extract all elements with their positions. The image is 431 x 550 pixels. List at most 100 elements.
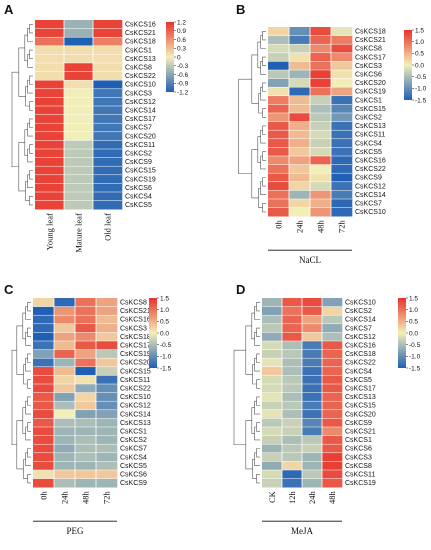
heatmap-cell xyxy=(302,341,323,350)
row-label: CsKCS12 xyxy=(345,334,376,341)
heatmap-cell xyxy=(64,20,94,29)
heatmap-cell xyxy=(93,157,123,167)
heatmap-cell xyxy=(96,341,118,350)
dendrogram-branch xyxy=(257,136,261,163)
row-label: CsKCS21 xyxy=(355,37,386,44)
heatmap-cell xyxy=(64,131,94,141)
heatmap-cell xyxy=(322,349,343,359)
heatmap-cell xyxy=(93,20,123,29)
dendrogram-branch xyxy=(262,56,266,66)
dendrogram-branch xyxy=(24,34,28,62)
heatmap-cell xyxy=(268,156,290,165)
heatmap-cell xyxy=(75,444,97,454)
heatmap-cell xyxy=(310,27,332,36)
heatmap-cell xyxy=(35,71,65,81)
heatmap-cell xyxy=(54,478,76,488)
heatmap-cell xyxy=(96,401,118,411)
colorbar-tick-label: 1.5 xyxy=(160,295,169,302)
colorbar-tick-label: 0.0 xyxy=(160,330,169,337)
heatmap-cell xyxy=(93,131,123,141)
heatmap-cell xyxy=(64,123,94,133)
row-label: CsKCS7 xyxy=(120,446,147,453)
heatmap-cell xyxy=(282,375,303,385)
heatmap-cell xyxy=(33,409,55,419)
heatmap-cell xyxy=(302,461,323,471)
heatmap-cell xyxy=(302,444,323,454)
heatmap-cell xyxy=(322,315,343,325)
heatmap-cell xyxy=(54,315,76,325)
dendrogram-branch xyxy=(260,86,266,101)
row-label: CsKCS14 xyxy=(355,192,386,199)
heatmap-cell xyxy=(322,444,343,454)
heatmap-cell xyxy=(282,435,303,445)
heatmap-cell xyxy=(64,37,94,47)
heatmap-cell xyxy=(54,409,76,419)
heatmap-cell xyxy=(75,461,97,471)
row-label: CsKCS9 xyxy=(345,420,372,427)
heatmap-cell xyxy=(33,341,55,350)
heatmap-cell xyxy=(64,63,94,72)
row-label: CsKCS1 xyxy=(345,437,372,444)
heatmap-cell xyxy=(310,113,332,122)
heatmap-cell xyxy=(262,366,283,376)
heatmap-cell xyxy=(33,349,55,359)
heatmap-cell xyxy=(54,435,76,445)
row-label: CsKCS2 xyxy=(125,150,152,157)
heatmap-cell xyxy=(64,97,94,107)
heatmap-cell xyxy=(282,470,303,479)
heatmap-cell xyxy=(322,341,343,350)
heatmap-cell xyxy=(302,298,323,307)
row-label: CsKCS13 xyxy=(125,56,156,63)
heatmap-panel-D: DCsKCS10CsKCS2CsKCS14CsKCS7CsKCS12CsKCS1… xyxy=(233,282,421,536)
row-label: CsKCS1 xyxy=(120,428,147,435)
heatmap-cell xyxy=(310,130,332,140)
heatmap-cell xyxy=(35,114,65,124)
heatmap-cell xyxy=(268,199,290,208)
heatmap-cell xyxy=(302,409,323,419)
heatmap-cell xyxy=(35,183,65,193)
heatmap-cell xyxy=(289,138,311,148)
column-label: 24h xyxy=(307,490,317,504)
heatmap-cell xyxy=(96,427,118,436)
colorbar xyxy=(166,22,174,92)
heatmap-cell xyxy=(289,70,311,79)
column-label: 72h xyxy=(337,219,347,233)
heatmap-cell xyxy=(302,323,323,333)
heatmap-cell xyxy=(35,54,65,64)
heatmap-cell xyxy=(331,78,353,88)
row-label: CsKCS15 xyxy=(355,106,386,113)
heatmap-cell xyxy=(302,427,323,436)
heatmap-cell xyxy=(282,478,303,488)
dendrogram-branch xyxy=(262,82,266,92)
heatmap-cell xyxy=(331,138,353,148)
row-label: CsKCS16 xyxy=(345,342,376,349)
heatmap-cell xyxy=(75,332,97,342)
row-label: CsKCS9 xyxy=(120,480,147,487)
heatmap-cell xyxy=(268,78,290,88)
dendrogram-branch xyxy=(254,332,260,346)
dendrogram-branch xyxy=(27,353,31,363)
row-label: CsKCS3 xyxy=(355,63,382,70)
column-label: 48h xyxy=(81,490,91,504)
heatmap-cell xyxy=(33,306,55,316)
row-label: CsKCS18 xyxy=(120,334,151,341)
dendrogram-branch xyxy=(254,452,260,466)
heatmap-cell xyxy=(302,366,323,376)
column-label: 24h xyxy=(295,219,305,233)
dendrogram-branch xyxy=(256,327,260,337)
heatmap-cell xyxy=(54,332,76,342)
heatmap-cell xyxy=(302,401,323,411)
dendrogram-branch xyxy=(25,332,31,346)
heatmap-cell xyxy=(93,63,123,72)
heatmap-cell xyxy=(310,173,332,183)
heatmap-cell xyxy=(35,123,65,133)
dendrogram-branch xyxy=(29,144,33,154)
row-label: CsKCS2 xyxy=(355,114,382,121)
heatmap-cell xyxy=(35,140,65,150)
heatmap-cell xyxy=(289,61,311,71)
dendrogram-branch xyxy=(256,396,260,406)
heatmap-cell xyxy=(268,147,290,157)
heatmap-cell xyxy=(322,375,343,385)
dendrogram-branch xyxy=(25,426,31,441)
row-label: CsKCS12 xyxy=(120,403,151,410)
